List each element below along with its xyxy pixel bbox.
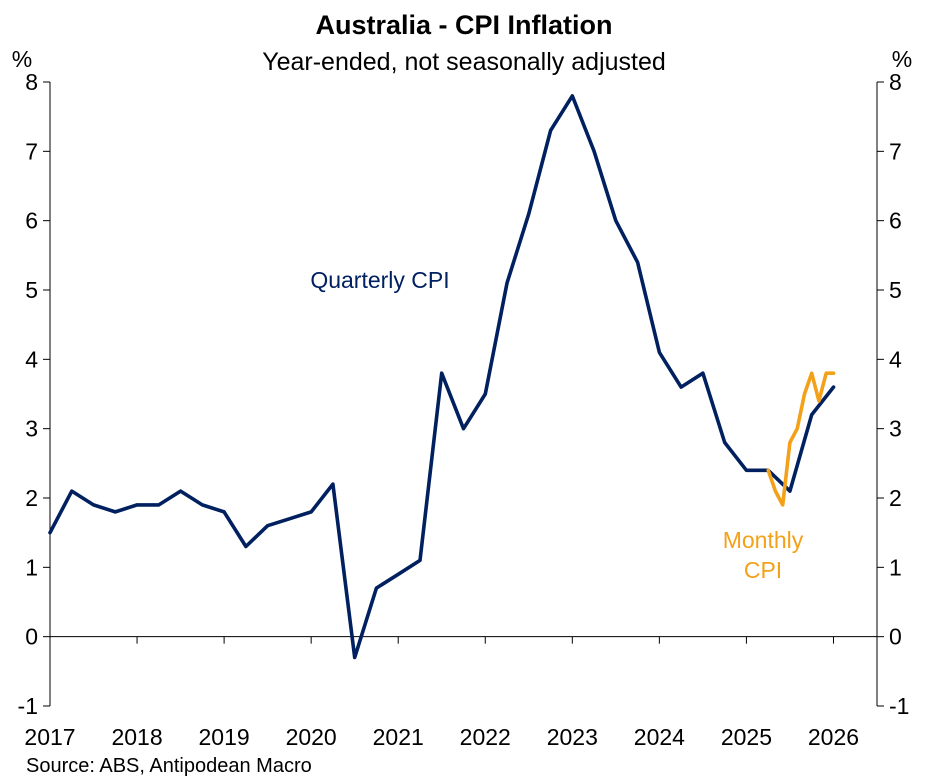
x-tick-label: 2024 bbox=[634, 724, 685, 750]
series-layer bbox=[48, 94, 836, 660]
y-tick-label-left: -1 bbox=[18, 693, 38, 719]
y-tick-label-right: 0 bbox=[889, 624, 902, 650]
series-line-quarterly-cpi bbox=[48, 94, 836, 660]
x-tick-label: 2018 bbox=[111, 724, 162, 750]
y-tick-label-right: 3 bbox=[889, 416, 902, 442]
x-tick-label: 2019 bbox=[199, 724, 250, 750]
y-tick-label-left: 0 bbox=[25, 624, 38, 650]
y-tick-label-right: 2 bbox=[889, 485, 902, 511]
chart-title: Australia - CPI Inflation bbox=[315, 10, 612, 40]
x-axis: 2017 2018 2019 2020 2021 2022 2023 2024 2025 2026 bbox=[24, 636, 859, 750]
y-tick-label-right: 7 bbox=[889, 138, 902, 164]
right-y-axis: -1 0 1 2 3 4 5 6 7 8 bbox=[877, 69, 909, 719]
source-note: Source: ABS, Antipodean Macro bbox=[26, 755, 312, 777]
y-tick-label-left: 4 bbox=[25, 346, 38, 372]
y-tick-label-left: 8 bbox=[25, 69, 38, 95]
y-tick-label-right: 1 bbox=[889, 554, 902, 580]
y-tick-label-left: 6 bbox=[25, 208, 38, 234]
y-tick-label-left: 7 bbox=[25, 138, 38, 164]
y-tick-label-right: 4 bbox=[889, 346, 902, 372]
x-tick-label: 2026 bbox=[808, 724, 859, 750]
series-label-monthly-cpi: Monthly CPI bbox=[723, 527, 804, 583]
x-tick-label: 2022 bbox=[460, 724, 511, 750]
y-tick-label-left: 3 bbox=[25, 416, 38, 442]
x-tick-label: 2025 bbox=[721, 724, 772, 750]
y-tick-label-right: -1 bbox=[889, 693, 909, 719]
series-label-quarterly-cpi: Quarterly CPI bbox=[310, 267, 449, 293]
right-axis-unit: % bbox=[892, 46, 912, 72]
y-tick-label-right: 5 bbox=[889, 277, 902, 303]
y-tick-label-right: 6 bbox=[889, 208, 902, 234]
axes bbox=[49, 82, 878, 706]
left-axis-unit: % bbox=[12, 46, 32, 72]
y-tick-label-left: 2 bbox=[25, 485, 38, 511]
y-tick-label-left: 5 bbox=[25, 277, 38, 303]
series-line-monthly-cpi bbox=[766, 371, 836, 507]
chart-subtitle: Year-ended, not seasonally adjusted bbox=[262, 48, 666, 76]
x-tick-label: 2021 bbox=[373, 724, 424, 750]
x-tick-label: 2020 bbox=[286, 724, 337, 750]
y-tick-label-right: 8 bbox=[889, 69, 902, 95]
x-tick-label: 2017 bbox=[24, 724, 75, 750]
x-tick-label: 2023 bbox=[547, 724, 598, 750]
left-y-axis: -1 0 1 2 3 4 5 6 7 8 bbox=[18, 69, 50, 719]
y-tick-label-left: 1 bbox=[25, 554, 38, 580]
